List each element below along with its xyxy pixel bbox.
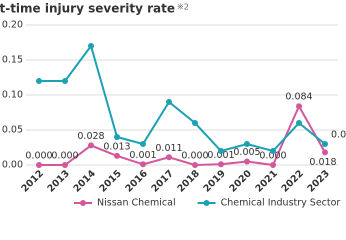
data-point <box>322 149 328 156</box>
x-tick-label: 2021 <box>253 168 279 194</box>
data-point <box>218 148 224 154</box>
x-tick-label: 2019 <box>201 168 227 194</box>
x-tick-label: 2016 <box>123 168 150 195</box>
data-point <box>244 141 250 147</box>
x-tick-label: 2020 <box>227 168 254 195</box>
data-point <box>270 162 276 168</box>
x-tick-label: 2013 <box>45 168 71 194</box>
data-label: 0.084 <box>285 92 312 103</box>
data-point <box>62 78 68 84</box>
x-tick-label: 2014 <box>71 168 98 195</box>
data-point <box>36 162 42 168</box>
data-label: 0.000 <box>51 151 78 162</box>
data-point <box>140 161 146 168</box>
y-tick-label: 0.00 <box>2 160 23 171</box>
x-tick-label: 2018 <box>175 168 202 195</box>
data-point <box>218 161 224 168</box>
data-label: 0.018 <box>309 157 336 168</box>
x-tick-label: 2017 <box>149 168 175 194</box>
chart-title: Lost-time injury severity rate <box>0 2 175 16</box>
title-note: ※2 <box>177 3 189 12</box>
data-point <box>114 134 120 140</box>
data-label: 0.03 <box>331 130 346 141</box>
y-tick-label: 0.15 <box>2 55 23 66</box>
data-point <box>36 78 42 84</box>
legend-marker <box>203 200 210 206</box>
data-point <box>296 120 302 126</box>
data-label: 0.011 <box>155 143 182 154</box>
data-label: 0.000 <box>181 151 208 162</box>
data-label: 0.005 <box>233 147 260 158</box>
data-label: 0.000 <box>25 151 52 162</box>
data-label: 0.001 <box>129 150 156 161</box>
x-tick-label: 2022 <box>279 168 305 194</box>
data-point <box>270 148 276 154</box>
data-point <box>322 141 328 147</box>
data-point <box>114 152 120 159</box>
x-tick-label: 2012 <box>19 168 45 194</box>
data-point <box>140 141 146 147</box>
y-tick-label: 0.20 <box>2 20 23 31</box>
series-line <box>39 103 326 167</box>
data-point <box>166 99 172 105</box>
x-tick-label: 2023 <box>305 168 331 194</box>
data-label: 0.001 <box>207 150 234 161</box>
data-point <box>88 43 94 49</box>
data-point <box>62 162 68 168</box>
data-point <box>192 120 198 126</box>
data-label: 0.000 <box>259 151 286 162</box>
data-point <box>244 158 250 165</box>
y-tick-label: 0.05 <box>2 125 23 136</box>
data-point <box>192 162 198 168</box>
data-point <box>166 154 172 161</box>
data-label: 0.028 <box>77 131 104 142</box>
y-tick-label: 0.10 <box>2 90 23 101</box>
chart: Lost-time injury severity rate ※2 0.000.… <box>0 2 346 209</box>
legend-label: Nissan Chemical <box>97 198 176 209</box>
data-point <box>88 142 94 149</box>
legend-marker <box>80 200 86 206</box>
data-point <box>296 103 302 110</box>
legend-label: Chemical Industry Sector <box>221 198 341 209</box>
series-line <box>39 43 326 153</box>
x-tick-label: 2015 <box>97 168 123 194</box>
data-label: 0.013 <box>103 141 130 152</box>
